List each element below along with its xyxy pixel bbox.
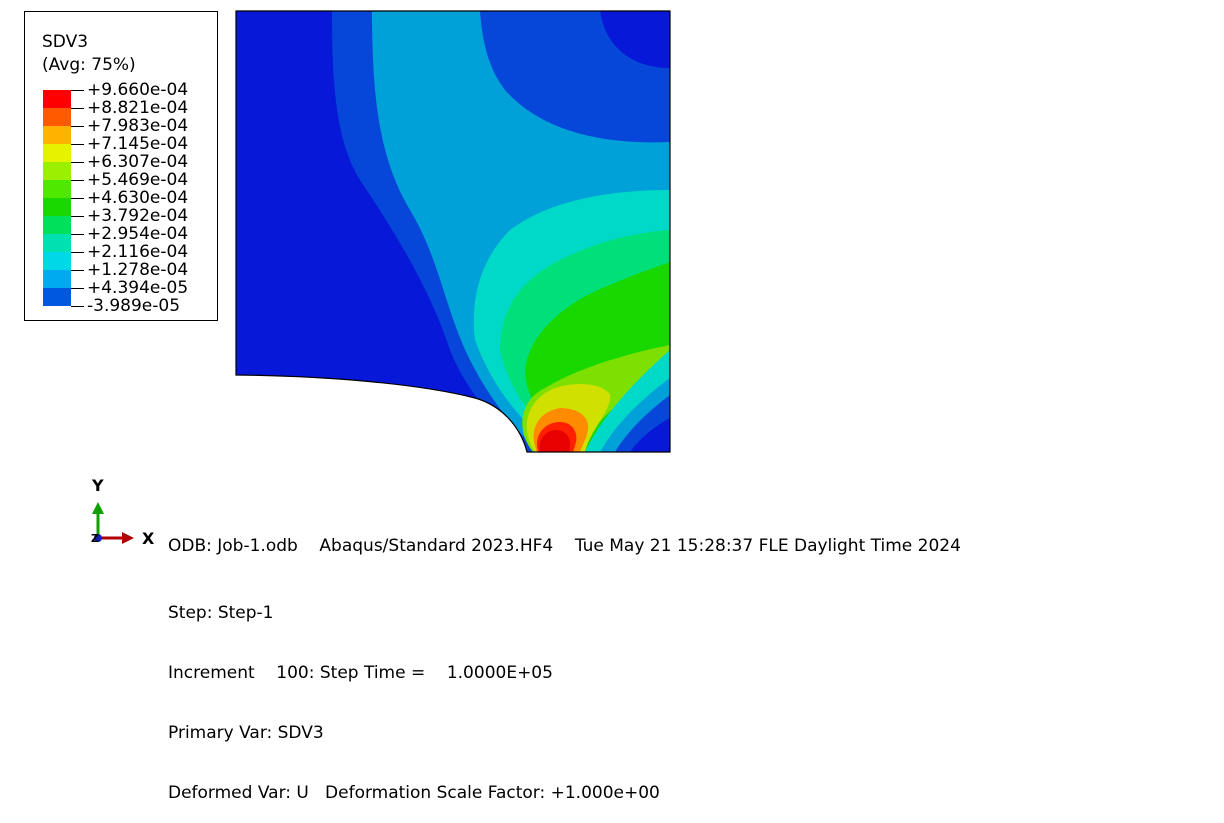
odb-info-block: ODB: Job-1.odb Abaqus/Standard 2023.HF4 … [168, 496, 961, 823]
legend-tick [71, 234, 84, 235]
legend-swatch [43, 126, 71, 144]
legend-swatch [43, 90, 71, 108]
legend-tick [71, 270, 84, 271]
legend-swatch [43, 288, 71, 306]
contour-region-c11 [539, 430, 571, 452]
legend-tick [71, 198, 84, 199]
contour-region-c1-corner [600, 11, 670, 68]
legend-tick [71, 108, 84, 109]
triad-x-arrow [122, 532, 134, 544]
legend-swatch [43, 216, 71, 234]
legend-value-label: +3.792e-04 [87, 206, 189, 226]
legend-value-label: +4.394e-05 [87, 278, 189, 298]
contour-plot [235, 10, 671, 453]
legend-swatch [43, 180, 71, 198]
legend-swatch [43, 108, 71, 126]
triad-x-label: X [142, 529, 155, 548]
legend-title: SDV3 [42, 32, 89, 52]
legend-value-label: +7.145e-04 [87, 134, 189, 154]
legend-tick [71, 306, 84, 307]
legend-swatch [43, 144, 71, 162]
legend-tick [71, 288, 84, 289]
legend-value-label: +7.983e-04 [87, 116, 189, 136]
legend-value-label: +4.630e-04 [87, 188, 189, 208]
legend-tick [71, 216, 84, 217]
legend-value-label: +9.660e-04 [87, 80, 189, 100]
triad-z-label: Z [91, 532, 99, 545]
legend-swatch [43, 252, 71, 270]
legend-value-label: +8.821e-04 [87, 98, 189, 118]
legend-value-label: +2.954e-04 [87, 224, 189, 244]
legend-averaging: (Avg: 75%) [42, 55, 136, 75]
contour-legend: SDV3 (Avg: 75%) +9.660e-04 +8.821e-04 +7.9… [24, 11, 218, 321]
legend-value-label: +2.116e-04 [87, 242, 189, 262]
legend-swatch [43, 270, 71, 288]
odb-info-line: ODB: Job-1.odb Abaqus/Standard 2023.HF4 … [168, 536, 961, 556]
triad-z-axis [94, 534, 102, 542]
legend-value-label: +1.278e-04 [87, 260, 189, 280]
legend-tick [71, 252, 84, 253]
triad-y-label: Y [91, 476, 104, 495]
step-info-line: Step: Step-1 [168, 603, 274, 623]
legend-value-label: +5.469e-04 [87, 170, 189, 190]
contour-region-c1-low [630, 418, 670, 452]
increment-info-line: Increment 100: Step Time = 1.0000E+05 [168, 663, 553, 683]
coordinate-triad: Y X Z [91, 476, 155, 548]
legend-tick [71, 90, 84, 91]
legend-value-label: -3.989e-05 [87, 296, 181, 316]
legend-swatch [43, 234, 71, 252]
primary-var-line: Primary Var: SDV3 [168, 723, 324, 743]
legend-tick [71, 144, 84, 145]
triad-y-arrow [92, 502, 104, 514]
legend-swatch [43, 198, 71, 216]
contour-region-c2-inner [480, 11, 670, 143]
legend-tick [71, 180, 84, 181]
legend-value-label: +6.307e-04 [87, 152, 189, 172]
deformed-var-line: Deformed Var: U Deformation Scale Factor… [168, 783, 660, 803]
plate-outline [235, 10, 671, 453]
legend-tick [71, 162, 84, 163]
legend-swatch [43, 162, 71, 180]
legend-tick [71, 126, 84, 127]
